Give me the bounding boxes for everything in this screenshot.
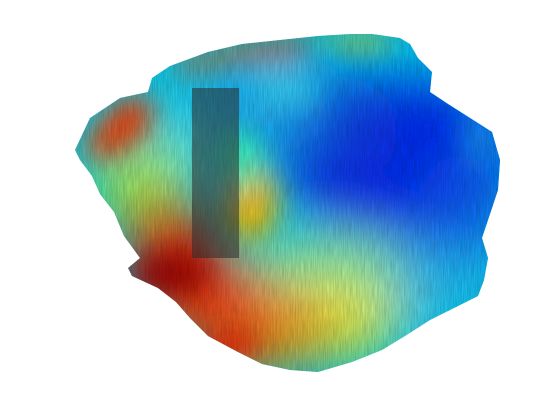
selection-rectangle[interactable] (192, 88, 239, 258)
